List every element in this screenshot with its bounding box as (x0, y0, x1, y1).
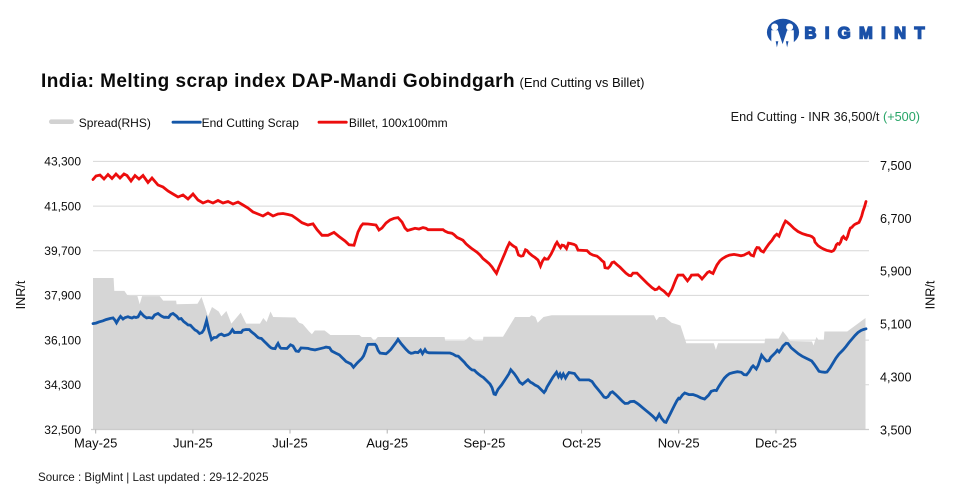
svg-text:5,900: 5,900 (880, 265, 912, 279)
svg-text:43,300: 43,300 (44, 155, 81, 169)
svg-text:Sep-25: Sep-25 (463, 436, 505, 451)
svg-text:5,100: 5,100 (880, 318, 912, 332)
svg-text:4,300: 4,300 (880, 371, 912, 385)
svg-text:BIGMINT: BIGMINT (805, 25, 933, 43)
svg-text:37,900: 37,900 (44, 289, 81, 303)
svg-text:32,500: 32,500 (44, 423, 81, 437)
svg-text:Source : BigMint | Last update: Source : BigMint | Last updated : 29-12-… (38, 471, 269, 484)
svg-text:36,100: 36,100 (44, 333, 81, 347)
svg-text:34,300: 34,300 (44, 378, 81, 392)
svg-text:Jun-25: Jun-25 (173, 436, 213, 451)
svg-text:India: Melting scrap index DAP: India: Melting scrap index DAP-Mandi Gob… (41, 71, 645, 92)
svg-text:41,500: 41,500 (44, 199, 81, 213)
svg-text:Dec-25: Dec-25 (755, 436, 797, 451)
svg-text:Aug-25: Aug-25 (366, 436, 408, 451)
svg-text:INR/t: INR/t (924, 280, 938, 309)
svg-text:39,700: 39,700 (44, 244, 81, 258)
svg-text:May-25: May-25 (74, 436, 117, 451)
svg-text:3,500: 3,500 (880, 423, 912, 437)
svg-text:Nov-25: Nov-25 (658, 436, 700, 451)
svg-text:Oct-25: Oct-25 (562, 436, 601, 451)
svg-text:7,500: 7,500 (880, 159, 912, 173)
svg-text:INR/t: INR/t (14, 280, 28, 309)
svg-text:End Cutting - INR 36,500/t (+5: End Cutting - INR 36,500/t (+500) (731, 110, 920, 124)
svg-text:End Cutting Scrap: End Cutting Scrap (202, 116, 300, 130)
svg-text:Spread(RHS): Spread(RHS) (79, 116, 151, 130)
svg-text:6,700: 6,700 (880, 212, 912, 226)
svg-text:Jul-25: Jul-25 (272, 436, 307, 451)
svg-text:Billet, 100x100mm: Billet, 100x100mm (349, 116, 448, 130)
